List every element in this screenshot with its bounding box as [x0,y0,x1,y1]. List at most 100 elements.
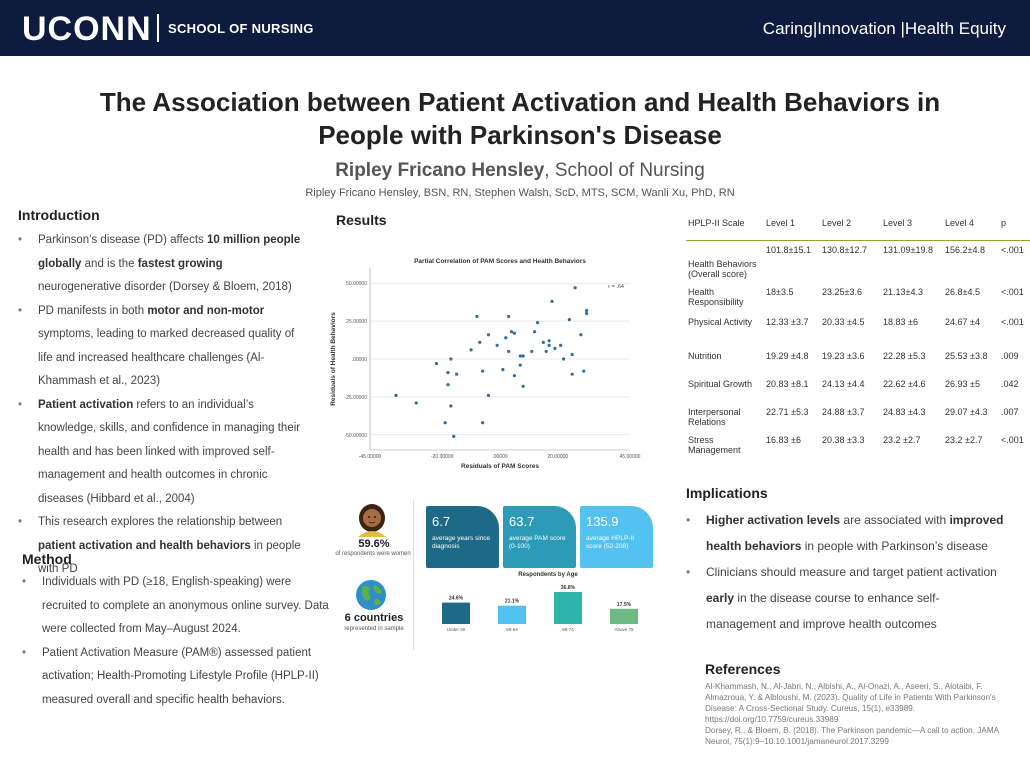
presenter-affiliation: , School of Nursing [544,160,705,181]
card-value: 135.9 [586,514,619,529]
y-tick-label: 25.00000 [346,319,367,325]
method-bullet-2: Patient Activation Measure (PAM®) assess… [22,642,337,713]
col-header: Level 2 [822,218,852,228]
implications-heading: Implications [686,485,768,501]
scatter-point [507,314,511,319]
table-cell: 20.33 ±4.5 [822,317,865,327]
author-list: Ripley Fricano Hensley, BSN, RN, Stephen… [305,187,735,199]
logo-divider [157,14,159,42]
scatter-point [518,363,522,367]
scatter-point [585,308,589,313]
text: symptoms, leading to marked decreased qu… [38,328,295,387]
countries-count: 6 countries [344,612,404,624]
bar-category-label: 65-74 [562,627,574,632]
row-label: Interpersonal Relations [688,407,741,427]
table-cell: .007 [1001,407,1019,417]
scatter-plot: 50.00000 25.00000 .00000 -25.00000 -50.00000… [330,258,641,470]
scatter-point [561,357,566,361]
col-header: Level 3 [883,218,913,228]
age-bar [554,592,582,624]
scatter-point [521,354,525,358]
women-percent: 59.6% [358,538,390,550]
scatter-point [443,421,447,425]
bar-value-label: 17.5% [617,602,632,608]
scatter-point [452,434,456,438]
card-label: average years since diagnosis [432,535,491,550]
table-cell: 23.2 ±2.7 [883,435,921,445]
scatter-point [446,371,450,375]
row-label: Physical Activity [688,317,753,327]
emphasis: Higher activation levels [706,513,841,527]
text: PD manifests in both [38,304,148,317]
globe-icon [356,580,386,610]
scatter-point [486,333,491,337]
scatter-point [486,393,491,397]
table-cell: 25.53 ±3.8 [945,351,988,361]
table-cell: 22.71 ±5.3 [766,407,809,417]
bar-value-label: 36.8% [561,585,576,591]
card-label: average PAM score (0-100) [509,535,566,550]
intro-bullet-2: PD manifests in both motor and non-motor… [18,300,303,394]
table-cell: 26.8±4.5 [945,287,980,297]
intro-bullet-3: Patient activation refers to an individu… [18,394,303,512]
scatter-point [414,401,418,405]
bar-category-label: 60-64 [506,627,518,632]
table-cell: 156.2±4.8 [945,245,985,255]
table-cell: 18±3.5 [766,287,794,297]
table-cell: 24.13 ±4.4 [822,379,865,389]
emphasis: patient activation and health behaviors [38,539,251,552]
table-cell: 21.13±4.3 [883,287,923,297]
age-chart-title: Respondents by Age [518,572,578,578]
implication-bullet-1: Higher activation levels are associated … [686,507,1006,559]
title-line-1: The Association between Patient Activati… [99,87,941,117]
y-tick-label: -50.00000 [344,433,367,439]
uconn-logo: UCONN [22,10,152,48]
scatter-point [518,354,522,358]
text: Clinicians should measure and target pat… [706,565,997,579]
bar-category-label: Above 75 [614,627,634,632]
table-cell: 12.33 ±3.7 [766,317,809,327]
table-header-row: HPLP-II Scale Level 1 Level 2 Level 3 Le… [686,214,1030,241]
scatter-point [504,336,508,340]
y-tick-label: -25.00000 [344,395,367,401]
implication-bullet-2: Clinicians should measure and target pat… [686,559,1006,637]
emphasis: Patient activation [38,398,134,411]
table-cell: 16.83 ±6 [766,435,801,445]
age-bar [442,602,470,624]
table-cell: <.001 [1001,245,1024,255]
age-bar [498,605,526,624]
x-tick-label: 20.00000 [547,454,568,460]
table-cell: 130.8±12.7 [822,245,867,255]
scatter-point [394,393,398,397]
reference-2: Dorsey, R., & Bloem, B. (2018). The Park… [705,726,999,746]
implications-list: Higher activation levels are associated … [686,507,1006,637]
table-cell: <.001 [1001,435,1024,445]
stat-card-hplp: 135.9 average HPLP-II score (52-208) [580,506,653,568]
scatter-point [553,346,557,350]
table-row: Health Behaviors (Overall score) 101.8±15… [686,241,1030,284]
table-cell: 131.09±19.8 [883,245,933,255]
table-body: Health Behaviors (Overall score) 101.8±15… [686,241,1030,462]
scatter-point [582,369,586,373]
scatter-point [559,343,563,347]
scatter-point [455,372,459,376]
age-bar-chart: 24.6% Under 60 21.1% 60-64 36.8% 65-74 17.5% Ab… [442,585,638,632]
table-cell: 23.2 ±2.7 [945,435,983,445]
introduction-heading: Introduction [18,207,100,223]
emphasis: 10 million people globally [38,234,301,270]
stat-card-years: 6.7 average years since diagnosis [426,506,499,568]
x-tick-label: -45.00000 [359,454,382,460]
scatter-point [550,299,554,303]
y-tick-label: 50.00000 [346,281,367,287]
table-cell: <.001 [1001,287,1024,297]
scatter-point [475,314,479,319]
table-cell: 19.29 ±4.8 [766,351,809,361]
scatter-point [570,352,574,357]
text: and is the [81,257,138,270]
table-cell: 20.83 ±8.1 [766,379,809,389]
table-cell: .042 [1001,379,1019,389]
text: This research explores the relationship … [38,516,283,528]
scatter-point [547,343,551,347]
table-cell: 18.83 ±6 [883,317,918,327]
age-bar [610,608,638,624]
